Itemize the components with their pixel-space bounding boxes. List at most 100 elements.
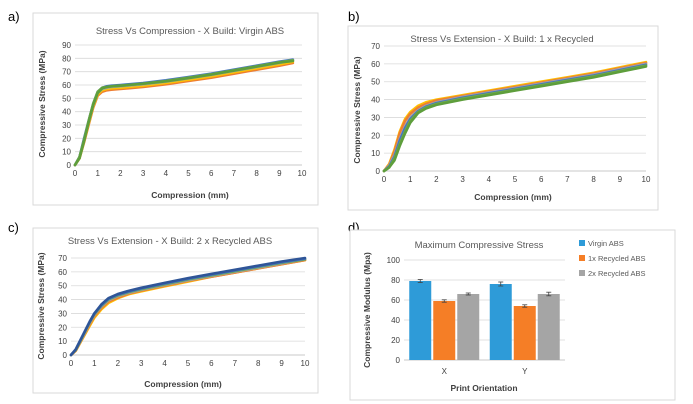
y-tick-label: 70 <box>58 254 67 263</box>
y-tick-label: 60 <box>391 296 400 305</box>
bar <box>457 294 480 360</box>
x-tick-label: 8 <box>254 169 259 178</box>
y-axis-title-d: Compressive Modulus (Mpa) <box>362 252 372 368</box>
plot-area-d: 0 20 40 60 80 100 X Y <box>387 256 565 376</box>
y-tick-label: 20 <box>371 131 380 140</box>
category-label: Y <box>522 367 528 376</box>
legend-d: Virgin ABS 1x Recycled ABS 2x Recycled ABS <box>579 239 646 278</box>
x-tick-label: 6 <box>539 175 544 184</box>
y-tick-label: 30 <box>58 309 67 318</box>
y-tick-label: 80 <box>391 276 400 285</box>
panel-b: b) Stress Vs Extension - X Build: 1 x Re… <box>347 9 659 211</box>
series-line <box>382 65 648 173</box>
y-tick-label: 100 <box>387 256 401 265</box>
y-tick-label: 0 <box>63 351 68 360</box>
y-tick-label: 20 <box>62 134 71 143</box>
category-label: X <box>442 367 448 376</box>
panel-label-a: a) <box>8 9 20 24</box>
x-tick-label: 1 <box>92 359 97 368</box>
y-axis-title-a: Compressive Stress (MPa) <box>37 50 47 157</box>
x-tick-label: 9 <box>277 169 282 178</box>
y-axis-title-c: Compressive Stress (MPa) <box>36 252 46 359</box>
chart-title-a: Stress Vs Compression - X Build: Virgin … <box>96 26 284 37</box>
x-tick-label: 2 <box>118 169 123 178</box>
x-tick-label: 4 <box>162 359 167 368</box>
chart-area-c <box>32 227 319 394</box>
x-tick-label: 4 <box>164 169 169 178</box>
bar <box>409 281 432 360</box>
x-tick-label: 7 <box>233 359 238 368</box>
y-tick-label: 40 <box>58 296 67 305</box>
y-tick-label: 10 <box>62 148 71 157</box>
x-tick-label: 1 <box>95 169 100 178</box>
chart-title-b: Stress Vs Extension - X Build: 1 x Recyc… <box>410 34 593 45</box>
y-tick-label: 20 <box>391 336 400 345</box>
x-tick-label: 4 <box>487 175 492 184</box>
series-line <box>69 256 307 357</box>
chart-area-b <box>347 25 659 211</box>
x-tick-label: 2 <box>434 175 439 184</box>
bar <box>433 301 456 360</box>
legend-swatch <box>579 270 585 276</box>
panel-label-c: c) <box>8 220 19 235</box>
panel-label-b: b) <box>348 9 360 24</box>
x-tick-label: 10 <box>301 359 310 368</box>
plot-area-a: 0 10 20 30 40 50 60 70 80 90 0 1 2 3 4 5 6 7 8 9 10 <box>62 41 307 178</box>
panel-label-d: d) <box>348 220 360 235</box>
x-tick-label: 0 <box>382 175 387 184</box>
y-tick-label: 40 <box>391 316 400 325</box>
chart-title-c: Stress Vs Extension - X Build: 2 x Recyc… <box>68 236 272 247</box>
y-tick-label: 50 <box>58 282 67 291</box>
chart-title-d: Maximum Compressive Stress <box>415 240 544 251</box>
panel-d: d) Maximum Compressive Stress 0 20 40 60 80 1… <box>348 220 676 401</box>
x-axis-title-d: Print Orientation <box>450 383 517 393</box>
x-tick-label: 8 <box>256 359 261 368</box>
panel-a: a) Stress Vs Compression - X Build: Virg… <box>8 9 319 206</box>
legend-label: 1x Recycled ABS <box>588 254 646 263</box>
x-tick-label: 10 <box>642 175 651 184</box>
y-axis-title-b: Compressive Stress (MPa) <box>352 56 362 163</box>
y-tick-label: 10 <box>58 337 67 346</box>
x-tick-label: 9 <box>279 359 284 368</box>
bar <box>537 294 560 360</box>
x-tick-label: 2 <box>116 359 121 368</box>
legend-label: 2x Recycled ABS <box>588 269 646 278</box>
x-tick-label: 5 <box>186 169 191 178</box>
y-tick-label: 70 <box>371 42 380 51</box>
y-tick-label: 40 <box>62 108 71 117</box>
x-tick-label: 6 <box>209 169 214 178</box>
plot-area-b: 0 10 20 30 40 50 60 70 0 1 2 3 4 5 6 7 8 9 10 <box>371 42 651 184</box>
x-tick-label: 5 <box>513 175 518 184</box>
y-tick-label: 60 <box>371 60 380 69</box>
plot-area-c: 0 10 20 30 40 50 60 70 0 1 2 3 4 5 6 7 8 9 10 <box>58 254 310 368</box>
x-tick-label: 9 <box>618 175 623 184</box>
x-tick-label: 0 <box>69 359 74 368</box>
y-tick-label: 10 <box>371 149 380 158</box>
y-tick-label: 20 <box>58 323 67 332</box>
legend-swatch <box>579 255 585 261</box>
x-tick-label: 0 <box>73 169 78 178</box>
x-tick-label: 3 <box>141 169 146 178</box>
legend-label: Virgin ABS <box>588 239 624 248</box>
y-tick-label: 40 <box>371 96 380 105</box>
x-axis-title-c: Compression (mm) <box>144 379 222 389</box>
y-tick-label: 60 <box>62 81 71 90</box>
x-tick-label: 6 <box>209 359 214 368</box>
x-axis-title-b: Compression (mm) <box>474 192 552 202</box>
chart-area-d <box>349 229 676 401</box>
bar <box>513 306 536 360</box>
x-tick-label: 10 <box>298 169 307 178</box>
y-tick-label: 50 <box>371 78 380 87</box>
y-tick-label: 80 <box>62 54 71 63</box>
y-tick-label: 60 <box>58 268 67 277</box>
x-tick-label: 8 <box>591 175 596 184</box>
y-tick-label: 50 <box>62 94 71 103</box>
y-tick-label: 0 <box>67 161 72 170</box>
y-tick-label: 90 <box>62 41 71 50</box>
x-tick-label: 1 <box>408 175 413 184</box>
y-tick-label: 30 <box>371 113 380 122</box>
y-tick-label: 70 <box>62 68 71 77</box>
x-tick-label: 7 <box>565 175 570 184</box>
x-tick-label: 5 <box>186 359 191 368</box>
